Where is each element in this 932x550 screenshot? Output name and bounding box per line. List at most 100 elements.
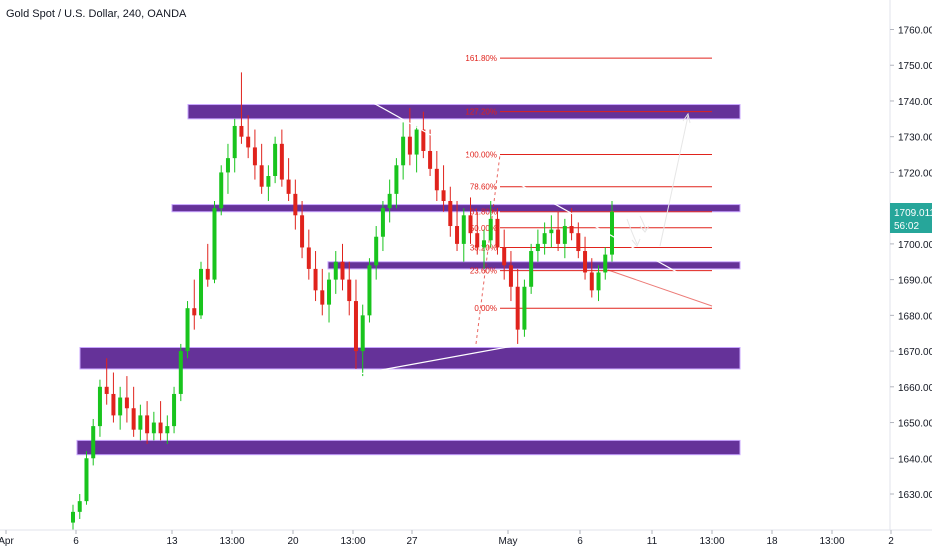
fib-level-label: 78.60%: [470, 183, 497, 192]
candle-body: [138, 415, 143, 430]
fib-anchor-line: [475, 154, 501, 344]
candle-body: [131, 408, 136, 430]
candlestick-series: [71, 72, 614, 530]
time-tick-label: 13:00: [819, 536, 844, 547]
candle-body: [111, 393, 116, 416]
sr-zone: [187, 104, 741, 120]
time-tick-label: May: [499, 536, 518, 547]
candle-body: [178, 351, 183, 394]
candle-body: [84, 458, 89, 502]
candle-body: [286, 179, 291, 194]
candle-body: [374, 236, 379, 266]
candle-body: [380, 208, 385, 237]
current-price-badge: 1709.011 56:02: [890, 203, 932, 233]
price-tick-label: 1700.00: [898, 240, 932, 251]
arrowhead-icon: [631, 238, 641, 247]
candle-body: [145, 415, 150, 434]
candle-body: [508, 265, 513, 287]
candle-body: [448, 201, 453, 227]
descending-trendline: [367, 99, 685, 277]
candle-body: [441, 190, 446, 202]
candle-body: [353, 301, 358, 352]
fib-level-label: 61.80%: [470, 208, 497, 217]
time-tick-label: 13:00: [699, 536, 724, 547]
candle-body: [71, 511, 75, 523]
candle-body: [481, 240, 486, 248]
candle-body: [266, 175, 271, 187]
price-tick-label: 1670.00: [898, 347, 932, 358]
candle-body: [327, 279, 332, 305]
price-tick-label: 1690.00: [898, 276, 932, 287]
ascending-trendline: [303, 314, 685, 385]
bar-countdown-label: 56:02: [894, 221, 919, 232]
candle-body: [468, 215, 473, 234]
chart-title: Gold Spot / U.S. Dollar, 240, OANDA: [6, 8, 187, 20]
candle-body: [199, 268, 204, 316]
candle-body: [394, 165, 399, 194]
price-tick-label: 1740.00: [898, 97, 932, 108]
candle-body: [219, 172, 224, 209]
time-tick-label: 27: [406, 536, 418, 547]
trendlines-and-arrows: [303, 99, 713, 385]
fib-level-label: 161.80%: [465, 54, 497, 63]
candle-body: [576, 233, 581, 252]
sr-zone: [79, 347, 741, 370]
time-tick-label: 13: [166, 536, 178, 547]
projection-arrow-small: [639, 215, 647, 231]
candle-body: [583, 251, 588, 273]
price-axis[interactable]: 1630.00 1640.00 1650.00 1660.00 1670.00 1680.…: [890, 26, 932, 502]
fibonacci-retracement: 161.80% 127.20% 100.00% 78.60% 61.80% 50.00% 3…: [465, 54, 712, 344]
time-tick-label: 13:00: [340, 536, 365, 547]
price-tick-label: 1750.00: [898, 61, 932, 72]
candle-body: [97, 386, 102, 427]
time-tick-label: 11: [647, 536, 658, 547]
candle-body: [589, 272, 594, 291]
fib-level-label: 38.20%: [470, 243, 497, 252]
candle-body: [124, 397, 129, 409]
sr-zone: [171, 204, 741, 213]
candle-body: [225, 158, 230, 173]
candle-body: [596, 272, 601, 291]
candle-body: [610, 211, 614, 255]
candle-body: [340, 261, 345, 280]
candle-body: [104, 386, 109, 394]
candle-body: [279, 143, 284, 180]
candle-body: [428, 150, 433, 169]
candle-body: [407, 136, 412, 155]
candle-body: [421, 129, 426, 151]
candle-body: [495, 218, 500, 248]
candle-body: [529, 251, 534, 287]
candle-body: [434, 168, 439, 191]
fib-level-label: 100.00%: [465, 151, 497, 160]
sr-zone: [327, 261, 741, 270]
candle-body: [158, 422, 163, 434]
candle-body: [172, 393, 177, 427]
price-tick-label: 1760.00: [898, 26, 932, 37]
candle-body: [293, 193, 298, 216]
time-axis[interactable]: Apr 6 13 13:00 20 13:00 27 May 6 11 13:00 18 13:00 2: [0, 530, 894, 547]
candle-body: [549, 229, 554, 234]
support-resistance-zones: [76, 104, 741, 456]
time-tick-label: 6: [577, 536, 583, 547]
candle-body: [252, 147, 257, 166]
price-tick-label: 1720.00: [898, 168, 932, 179]
candle-body: [387, 193, 392, 209]
sr-zone: [76, 439, 741, 456]
arrowhead-icon: [682, 112, 691, 124]
price-tick-label: 1650.00: [898, 419, 932, 430]
time-tick-label: 13:00: [219, 536, 244, 547]
candle-body: [239, 125, 244, 137]
candle-body: [401, 136, 406, 166]
candle-body: [535, 243, 540, 252]
candle-body: [246, 136, 251, 148]
price-tick-label: 1640.00: [898, 454, 932, 465]
candle-body: [192, 308, 197, 316]
projection-line: [607, 269, 713, 307]
arrowhead-icon: [639, 225, 650, 233]
projection-arrow-up: [659, 115, 689, 247]
candle-body: [259, 165, 264, 187]
candle-body: [461, 215, 466, 244]
candle-body: [360, 315, 365, 352]
